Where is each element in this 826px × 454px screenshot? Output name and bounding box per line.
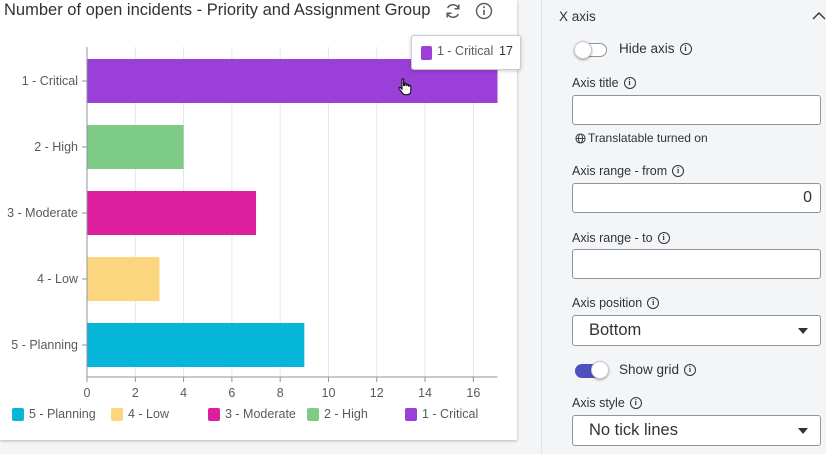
dropdown-arrow-icon xyxy=(798,328,808,334)
x-axis-section-title: X axis xyxy=(559,9,596,24)
axis-style-text: Axis style xyxy=(572,396,625,410)
x-tick-label: 2 xyxy=(132,386,139,400)
range-to-input[interactable] xyxy=(572,249,821,279)
show-grid-text: Show grid xyxy=(619,362,680,377)
dropdown-arrow-icon xyxy=(798,428,808,434)
show-grid-label: Show grid i xyxy=(619,362,697,377)
legend-swatch xyxy=(208,407,220,421)
axis-title-text: Axis title xyxy=(572,76,619,90)
legend-swatch xyxy=(307,407,319,421)
range-from-label: Axis range - from i xyxy=(572,164,685,178)
refresh-icon[interactable] xyxy=(443,1,463,21)
settings-panel: X axis Hide axis i Axis title i Translatab… xyxy=(541,0,826,454)
bar[interactable] xyxy=(87,323,305,367)
chart-card: Number of open incidents - Priority and … xyxy=(0,0,521,440)
globe-icon xyxy=(575,132,586,144)
x-tick-label: 8 xyxy=(277,386,284,400)
legend-label: 1 - Critical xyxy=(422,407,479,421)
legend-swatch xyxy=(111,407,123,421)
y-tick-label: 5 - Planning xyxy=(11,338,78,352)
y-tick-label: 3 - Moderate xyxy=(7,206,78,220)
info-icon[interactable]: i xyxy=(629,397,642,409)
axis-style-value: No tick lines xyxy=(589,421,678,439)
info-icon[interactable]: i xyxy=(647,297,660,309)
legend-label: 3 - Moderate xyxy=(225,407,296,421)
legend-label: 2 - High xyxy=(324,407,368,421)
axis-position-select[interactable]: Bottom xyxy=(572,315,821,346)
y-tick-label: 1 - Critical xyxy=(22,74,78,88)
axis-position-value: Bottom xyxy=(589,321,642,339)
toggle-knob xyxy=(574,41,592,59)
legend-item[interactable]: 5 - Planning xyxy=(12,407,96,421)
axis-style-select[interactable]: No tick lines xyxy=(572,415,821,446)
x-tick-label: 6 xyxy=(228,386,235,400)
bar[interactable] xyxy=(87,257,160,301)
hand-cursor-icon xyxy=(398,78,412,96)
y-tick-label: 4 - Low xyxy=(37,272,79,286)
translatable-note: Translatable turned on xyxy=(575,131,708,145)
legend-item[interactable]: 4 - Low xyxy=(111,407,169,421)
legend-label: 5 - Planning xyxy=(29,407,96,421)
chart-title: Number of open incidents - Priority and … xyxy=(4,1,431,19)
x-tick-label: 4 xyxy=(180,386,187,400)
bar-chart: 1 - Critical 2 - High 3 - Moderate 4 - Low 5… xyxy=(7,47,498,400)
legend-swatch xyxy=(12,407,24,421)
tooltip-swatch xyxy=(421,46,432,60)
chevron-up-icon[interactable] xyxy=(812,11,826,21)
hide-axis-label: Hide axis i xyxy=(619,41,692,56)
x-tick-label: 12 xyxy=(370,386,384,400)
legend-swatch xyxy=(405,407,417,421)
axis-position-text: Axis position xyxy=(572,296,643,310)
legend-item[interactable]: 3 - Moderate xyxy=(208,407,296,421)
translatable-text: Translatable turned on xyxy=(588,131,708,145)
info-icon[interactable]: i xyxy=(623,77,636,89)
toggle-knob xyxy=(591,361,609,379)
legend-item[interactable]: 1 - Critical xyxy=(405,407,478,421)
hide-axis-text: Hide axis xyxy=(619,41,675,56)
axis-title-label: Axis title i xyxy=(572,76,636,90)
hide-axis-toggle[interactable] xyxy=(574,41,607,59)
bar[interactable] xyxy=(87,125,184,169)
tooltip-value: 17 xyxy=(499,44,513,58)
chart-tooltip: 1 - Critical 17 xyxy=(411,35,521,70)
info-icon[interactable]: i xyxy=(679,42,692,55)
y-tick-label: 2 - High xyxy=(34,140,78,154)
range-to-label: Axis range - to i xyxy=(572,231,670,245)
show-grid-toggle[interactable] xyxy=(575,361,609,379)
axis-style-label: Axis style i xyxy=(572,396,642,410)
range-from-text: Axis range - from xyxy=(572,164,668,178)
legend-item[interactable]: 2 - High xyxy=(307,407,368,421)
axis-position-label: Axis position i xyxy=(572,296,660,310)
x-tick-label: 10 xyxy=(322,386,336,400)
axis-title-input[interactable] xyxy=(572,95,821,125)
range-to-text: Axis range - to xyxy=(572,231,653,245)
tooltip-label: 1 - Critical xyxy=(437,44,494,58)
x-tick-label: 0 xyxy=(84,386,91,400)
range-from-input[interactable]: 0 xyxy=(572,183,821,213)
legend-label: 4 - Low xyxy=(128,407,169,421)
info-icon[interactable]: i xyxy=(684,363,697,376)
x-tick-label: 14 xyxy=(418,386,432,400)
info-icon[interactable]: i xyxy=(672,165,685,177)
info-icon[interactable]: i xyxy=(657,232,670,244)
x-tick-label: 16 xyxy=(466,386,480,400)
info-icon[interactable] xyxy=(474,1,494,21)
bar[interactable] xyxy=(87,191,257,235)
